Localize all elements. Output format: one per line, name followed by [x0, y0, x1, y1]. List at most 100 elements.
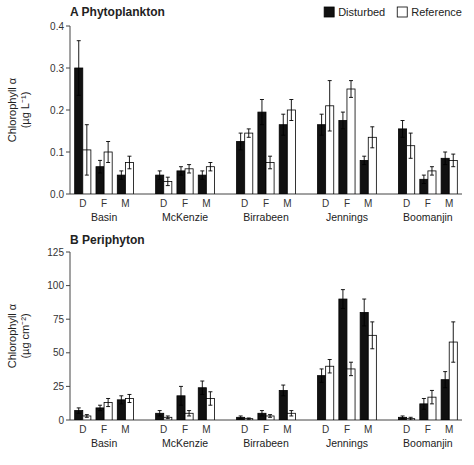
y-tick	[66, 285, 70, 286]
error-bar	[401, 416, 405, 419]
error-bar	[260, 411, 264, 416]
error-bar	[370, 322, 374, 349]
error-bar	[281, 385, 285, 396]
error-bar	[451, 322, 455, 362]
x-tick-label: D	[241, 424, 248, 435]
y-tick	[66, 194, 70, 195]
y-tick	[66, 319, 70, 320]
group-label: Basin	[91, 437, 117, 449]
x-tick-label: F	[182, 424, 188, 435]
x-tick-label: D	[403, 198, 410, 209]
error-bar	[430, 390, 434, 403]
bar	[245, 419, 253, 420]
error-bar	[268, 415, 272, 418]
error-bar	[349, 81, 353, 98]
error-bar	[443, 372, 447, 388]
x-tick-label: M	[283, 424, 291, 435]
error-bar	[179, 386, 183, 405]
y-axis	[70, 252, 71, 420]
bar	[245, 133, 253, 194]
error-bar	[127, 394, 131, 402]
panel: 0255075100125Chlorophyll α(µg cm⁻²)DFMDF…	[6, 233, 462, 449]
x-tick-label: D	[403, 424, 410, 435]
error-bar	[98, 160, 102, 173]
y-tick	[66, 386, 70, 387]
title: A Phytoplankton	[70, 5, 165, 19]
x-tick-label: M	[202, 198, 210, 209]
error-bar	[158, 171, 162, 179]
legend-swatch	[324, 7, 334, 17]
bar	[347, 89, 355, 194]
group-label: McKenzie	[162, 437, 208, 449]
error-bar	[119, 396, 123, 404]
x-tick-label: D	[322, 424, 329, 435]
y-axis-label: Chlorophyll α(µg L⁻¹)	[6, 77, 31, 142]
title: B Periphyton	[70, 233, 145, 247]
x-tick-label: D	[160, 424, 167, 435]
error-bar	[409, 417, 413, 420]
error-bar	[239, 133, 243, 150]
x-tick-label: F	[425, 198, 431, 209]
error-bar	[187, 165, 191, 173]
error-bar	[77, 408, 81, 413]
error-bar	[281, 114, 285, 135]
x-tick-label: F	[101, 198, 107, 209]
error-bar	[247, 418, 251, 419]
y-tick-label: 0.3	[50, 63, 64, 74]
error-bar	[341, 112, 345, 129]
bar	[339, 121, 347, 195]
bar	[399, 129, 407, 194]
y-tick-label: 50	[53, 347, 65, 358]
error-bar	[289, 100, 293, 121]
chart: 0.00.10.20.30.4Chlorophyll α(µg L⁻¹)DFMD…	[0, 0, 474, 465]
error-bar	[328, 360, 332, 373]
bar	[287, 110, 295, 194]
x-tick-label: M	[364, 198, 372, 209]
bar	[326, 366, 334, 420]
legend-label: Disturbed	[338, 6, 385, 18]
panel: 0.00.10.20.30.4Chlorophyll α(µg L⁻¹)DFMD…	[6, 5, 462, 223]
y-tick-label: 0.2	[50, 105, 64, 116]
x-tick-label: F	[263, 198, 269, 209]
error-bar	[268, 156, 272, 169]
y-tick-label: 125	[47, 247, 64, 258]
error-bar	[239, 416, 243, 419]
x-tick-label: F	[182, 198, 188, 209]
error-bar	[166, 177, 170, 185]
x-tick-label: F	[344, 424, 350, 435]
bar	[339, 299, 347, 420]
group-label: Boomanjin	[403, 437, 453, 449]
error-bar	[119, 171, 123, 179]
error-bar	[362, 299, 366, 326]
group-label: Birrabeen	[243, 437, 289, 449]
x-tick-label: F	[263, 424, 269, 435]
group-label: Birrabeen	[243, 211, 289, 223]
x-tick-label: F	[344, 198, 350, 209]
error-bar	[370, 127, 374, 148]
error-bar	[127, 156, 131, 169]
bar	[347, 369, 355, 420]
group-label: Jennings	[326, 211, 368, 223]
error-bar	[362, 156, 366, 164]
error-bar	[179, 167, 183, 175]
error-bar	[247, 129, 251, 137]
error-bar	[77, 41, 81, 96]
x-tick-label: M	[202, 424, 210, 435]
legend-label: Reference	[411, 6, 462, 18]
y-tick	[66, 352, 70, 353]
y-axis-label: Chlorophyll α(µg cm⁻²)	[6, 303, 31, 368]
error-bar	[187, 411, 191, 416]
error-bar	[451, 154, 455, 167]
marks	[75, 41, 458, 194]
error-bar	[409, 133, 413, 158]
x-tick-label: M	[121, 198, 129, 209]
group-label: Basin	[91, 211, 117, 223]
x-tick-label: D	[160, 198, 167, 209]
error-bar	[208, 392, 212, 405]
error-bar	[208, 163, 212, 171]
x-tick-label: D	[241, 198, 248, 209]
legend-swatch	[397, 7, 407, 17]
x-tick-label: M	[364, 424, 372, 435]
x-tick-label: M	[445, 424, 453, 435]
error-bar	[158, 411, 162, 416]
